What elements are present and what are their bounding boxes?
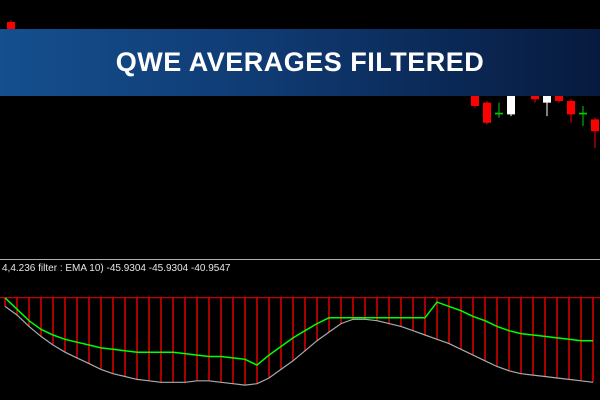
candle-11 [483,100,491,125]
indicator-label: 4,4.236 filter : EMA 10) -45.9304 -45.93… [2,263,231,274]
candle-body [543,95,551,103]
candle-18 [567,99,575,123]
signal-line [4,297,593,366]
envelope-line [4,305,594,386]
candle-body [567,100,575,115]
indicator-pane [0,297,600,386]
candle-12 [495,102,503,118]
title-banner: QWE AVERAGES FILTERED [0,29,600,96]
candle-body [483,102,491,123]
candle-20 [591,117,599,148]
candle-body [495,112,503,115]
candle-19 [579,106,587,127]
candle-body [591,119,599,132]
banner-title: QWE AVERAGES FILTERED [115,47,485,77]
candle-body [579,112,587,115]
candle-body [7,22,15,31]
histogram-bars [4,297,594,386]
